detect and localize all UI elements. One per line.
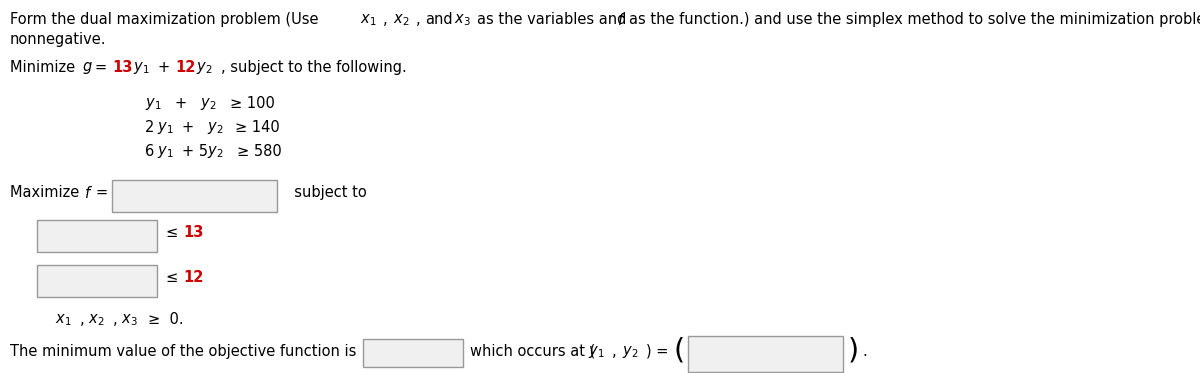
Text: $y_1$: $y_1$ [133,60,150,76]
Text: 12: 12 [182,270,203,285]
Text: $y_2$: $y_2$ [622,344,638,360]
Text: $y_1$: $y_1$ [588,344,605,360]
Bar [688,336,842,372]
Text: +: + [158,60,175,75]
Text: $x_1$: $x_1$ [360,12,377,28]
Text: =: = [96,185,113,200]
Text: $x_1$: $x_1$ [55,312,72,328]
Text: subject to: subject to [286,185,367,200]
Text: as the function.) and use the simplex method to solve the minimization problem. : as the function.) and use the simplex me… [629,12,1200,27]
Bar [37,265,157,297]
Text: $x_2$: $x_2$ [394,12,409,28]
Text: Minimize: Minimize [10,60,79,75]
Text: $y_2$: $y_2$ [208,144,223,160]
Text: $f$: $f$ [84,185,92,201]
Text: ) =: ) = [646,344,673,359]
Text: (: ( [674,336,685,364]
Text: $y_1$: $y_1$ [145,96,162,112]
Text: which occurs at (: which occurs at ( [470,344,595,359]
Text: .: . [862,344,866,359]
Text: nonnegative.: nonnegative. [10,32,107,47]
Text: and: and [425,12,452,27]
Text: as the variables and: as the variables and [478,12,626,27]
Text: ,: , [383,12,388,27]
Text: $y_2$: $y_2$ [196,60,212,76]
Text: 13: 13 [112,60,132,75]
Text: +: + [175,96,197,111]
Text: , subject to the following.: , subject to the following. [221,60,407,75]
Text: $y_1$: $y_1$ [157,144,174,160]
Text: 12: 12 [175,60,196,75]
Text: ,: , [416,12,421,27]
Text: ≤: ≤ [166,225,182,240]
Text: + 5: + 5 [182,144,208,159]
Text: 2: 2 [145,120,155,135]
Text: ,: , [113,312,118,327]
Text: Form the dual maximization problem (Use: Form the dual maximization problem (Use [10,12,323,27]
Text: 6: 6 [145,144,155,159]
Text: +: + [182,120,203,135]
Text: $y_1$: $y_1$ [157,120,174,136]
Text: $x_2$: $x_2$ [88,312,104,328]
Text: ,: , [80,312,85,327]
Text: ≤: ≤ [166,270,182,285]
Text: $x_3$: $x_3$ [454,12,470,28]
Text: ,: , [612,344,617,359]
Text: $y_2$: $y_2$ [200,96,216,112]
Text: 13: 13 [182,225,203,240]
Text: ): ) [848,336,859,364]
Text: $y_2$: $y_2$ [208,120,223,136]
Text: ≥ 580: ≥ 580 [238,144,282,159]
Text: $f$: $f$ [617,12,626,28]
Text: ≥ 100: ≥ 100 [230,96,275,111]
Text: The minimum value of the objective function is: The minimum value of the objective funct… [10,344,356,359]
Text: =: = [95,60,112,75]
Bar [112,180,277,212]
Text: ≥ 140: ≥ 140 [235,120,280,135]
Bar [37,220,157,252]
Text: $x_3$: $x_3$ [121,312,138,328]
Text: ≥  0.: ≥ 0. [148,312,184,327]
Text: $g$: $g$ [82,60,92,76]
Bar [364,339,463,367]
Text: Maximize: Maximize [10,185,84,200]
